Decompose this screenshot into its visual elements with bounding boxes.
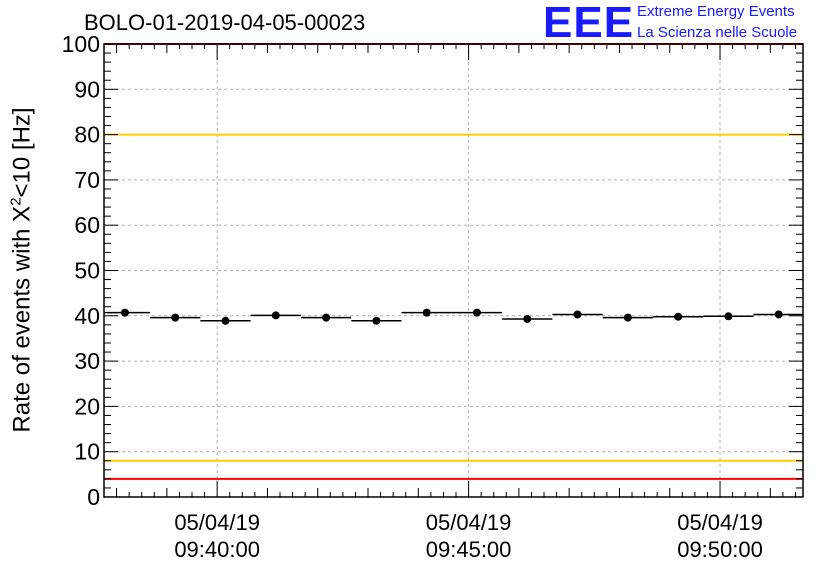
data-point — [422, 308, 431, 317]
data-point — [674, 312, 683, 321]
chart-title: BOLO-01-2019-04-05-00023 — [84, 10, 366, 35]
y-tick-label: 0 — [87, 484, 100, 510]
y-label-suffix: <10 [Hz] — [8, 107, 36, 198]
x-tick-label-date: 05/04/19 — [426, 510, 512, 535]
y-tick-label: 100 — [62, 31, 100, 57]
y-tick-label: 30 — [74, 348, 100, 374]
data-point — [523, 314, 532, 323]
data-point — [472, 308, 481, 317]
y-axis-label: Rate of events with X2<10 [Hz] — [8, 107, 37, 432]
y-tick-label: 40 — [74, 303, 100, 329]
y-tick-label: 60 — [74, 212, 100, 238]
logo-line-2: La Scienza nelle Scuole — [637, 24, 798, 41]
x-tick-labels: 05/04/1909:40:0005/04/1909:45:0005/04/19… — [174, 510, 763, 562]
data-points — [104, 308, 803, 325]
data-point — [322, 313, 331, 322]
y-tick-label: 70 — [74, 167, 100, 193]
data-point — [724, 312, 733, 321]
y-label-sup: 2 — [7, 197, 25, 206]
axis-ticks — [103, 43, 803, 498]
y-tick-label: 50 — [74, 258, 100, 284]
reference-lines — [104, 43, 803, 480]
y-tick-label: 90 — [74, 76, 100, 102]
x-tick-label-date: 05/04/19 — [174, 510, 260, 535]
y-tick-label: 10 — [74, 439, 100, 465]
x-tick-label-time: 09:40:00 — [174, 537, 260, 562]
y-tick-label: 80 — [74, 122, 100, 148]
data-point — [573, 310, 582, 319]
x-tick-label-date: 05/04/19 — [677, 510, 763, 535]
data-point — [271, 311, 280, 320]
y-tick-labels: 0 10 20 30 40 50 60 70 80 90 100 — [62, 31, 100, 510]
y-label-prefix: Rate of events with X — [8, 205, 36, 433]
eee-logo: EEE — [543, 0, 635, 47]
x-tick-label-time: 09:50:00 — [677, 537, 763, 562]
data-point — [372, 316, 381, 325]
data-point — [171, 313, 180, 322]
x-tick-label-time: 09:45:00 — [426, 537, 512, 562]
data-point — [623, 313, 632, 322]
data-point — [120, 308, 129, 317]
logo-line-1: Extreme Energy Events — [637, 3, 795, 20]
data-point — [221, 316, 230, 325]
data-point — [774, 310, 783, 319]
grid-lines — [104, 44, 803, 497]
y-tick-label: 20 — [74, 393, 100, 419]
